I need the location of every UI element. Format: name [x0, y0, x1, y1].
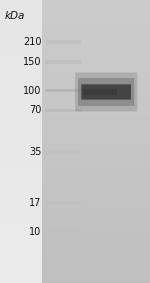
- Text: 35: 35: [29, 147, 41, 157]
- Bar: [45, 60, 81, 64]
- Bar: [45, 89, 81, 93]
- Bar: [83, 89, 117, 95]
- Text: 17: 17: [29, 198, 41, 208]
- Bar: [45, 201, 81, 205]
- Text: 210: 210: [23, 37, 41, 47]
- Text: 70: 70: [29, 105, 41, 115]
- Text: kDa: kDa: [4, 10, 25, 21]
- Text: 100: 100: [23, 85, 41, 96]
- FancyBboxPatch shape: [78, 78, 134, 106]
- FancyBboxPatch shape: [81, 84, 131, 100]
- Bar: [45, 40, 81, 44]
- FancyBboxPatch shape: [75, 72, 137, 112]
- Text: 10: 10: [29, 227, 41, 237]
- Text: 150: 150: [23, 57, 41, 67]
- Bar: [45, 230, 81, 234]
- Bar: [45, 151, 81, 154]
- Bar: [45, 109, 81, 112]
